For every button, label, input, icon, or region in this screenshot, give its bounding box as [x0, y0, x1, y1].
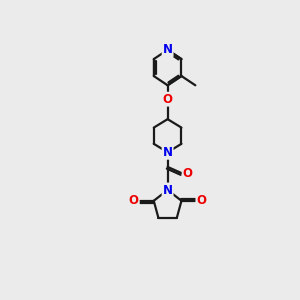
Text: N: N: [163, 44, 172, 56]
Text: O: O: [129, 194, 139, 207]
Text: N: N: [163, 146, 172, 159]
Text: O: O: [163, 93, 172, 106]
Text: O: O: [196, 194, 206, 207]
Text: N: N: [163, 184, 172, 196]
Text: O: O: [183, 167, 193, 180]
